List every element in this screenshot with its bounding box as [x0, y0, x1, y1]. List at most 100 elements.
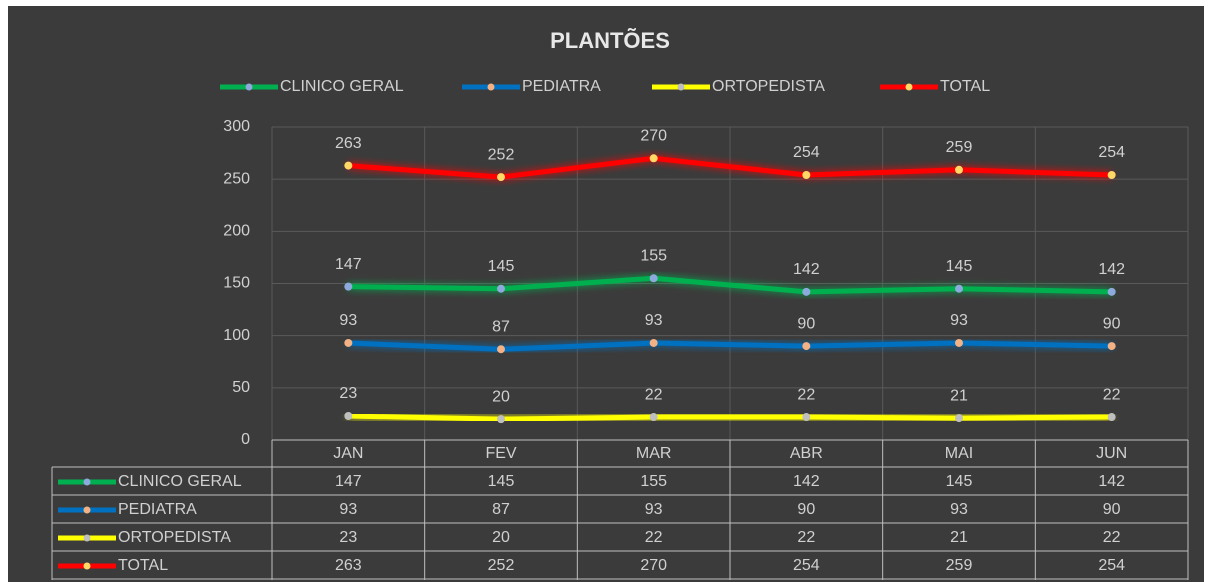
- table-cell: 270: [640, 557, 667, 574]
- legend-marker: [487, 83, 495, 91]
- data-label: 21: [950, 387, 968, 404]
- data-label: 155: [640, 248, 667, 265]
- y-tick-label: 250: [223, 170, 250, 187]
- table-row-label: CLINICO GERAL: [118, 473, 242, 490]
- x-tick-label: FEV: [485, 445, 516, 462]
- y-tick-label: 0: [241, 431, 250, 448]
- table-legend-marker: [83, 562, 91, 570]
- data-label: 147: [335, 256, 362, 273]
- data-label: 270: [640, 128, 667, 145]
- x-tick-label: MAI: [945, 445, 973, 462]
- y-tick-label: 300: [223, 118, 250, 135]
- data-label: 22: [797, 386, 815, 403]
- point-marker: [955, 414, 963, 423]
- legend-marker: [245, 83, 253, 91]
- point-marker: [344, 412, 353, 421]
- legend-marker: [677, 83, 685, 91]
- data-label: 263: [335, 135, 362, 152]
- table-cell: 21: [950, 529, 968, 546]
- data-label: 142: [1098, 261, 1125, 278]
- x-tick-label: JUN: [1096, 445, 1127, 462]
- point-marker: [497, 173, 505, 182]
- table-cell: 145: [946, 473, 973, 490]
- chart-title: PLANTÕES: [550, 28, 670, 53]
- point-marker: [649, 274, 658, 283]
- data-label: 259: [946, 139, 973, 156]
- point-marker: [344, 161, 353, 170]
- point-marker: [344, 282, 353, 291]
- table-cell: 145: [488, 473, 515, 490]
- table-cell: 23: [339, 529, 357, 546]
- table-cell: 22: [1103, 529, 1121, 546]
- table-cell: 22: [645, 529, 663, 546]
- legend-label: ORTOPEDISTA: [712, 78, 825, 95]
- data-label: 254: [793, 144, 820, 161]
- table-cell: 155: [640, 473, 667, 490]
- point-marker: [955, 165, 963, 174]
- table-cell: 142: [793, 473, 820, 490]
- table-cell: 93: [339, 501, 357, 518]
- table-cell: 254: [1098, 557, 1125, 574]
- table-row-label: TOTAL: [118, 557, 168, 574]
- point-marker: [802, 170, 811, 179]
- table-cell: 20: [492, 529, 510, 546]
- legend-label: CLINICO GERAL: [280, 78, 404, 95]
- series-line: [348, 340, 1112, 352]
- point-marker: [497, 415, 505, 424]
- data-label: 145: [488, 258, 515, 275]
- series-line: [348, 275, 1112, 295]
- point-marker: [649, 338, 658, 347]
- chart-background: [8, 6, 1204, 582]
- point-marker: [649, 413, 658, 422]
- series-line: [348, 413, 1112, 422]
- data-label: 22: [1103, 386, 1121, 403]
- table-legend-marker: [83, 478, 91, 486]
- data-label: 23: [339, 385, 357, 402]
- point-marker: [1107, 170, 1116, 179]
- legend-label: PEDIATRA: [522, 78, 601, 95]
- point-marker: [802, 413, 811, 422]
- y-tick-label: 100: [223, 327, 250, 344]
- point-marker: [344, 338, 353, 347]
- x-tick-label: JAN: [333, 445, 363, 462]
- point-marker: [1107, 287, 1116, 296]
- series-line: [348, 155, 1112, 180]
- table-cell: 87: [492, 501, 510, 518]
- table-row-label: ORTOPEDISTA: [118, 529, 231, 546]
- point-marker: [1107, 413, 1116, 422]
- data-label: 93: [950, 312, 968, 329]
- x-tick-label: MAR: [636, 445, 672, 462]
- legend-marker: [905, 83, 913, 91]
- data-label: 252: [488, 146, 515, 163]
- table-cell: 252: [488, 557, 515, 574]
- table-cell: 254: [793, 557, 820, 574]
- legend-label: TOTAL: [940, 78, 990, 95]
- data-label: 22: [645, 386, 663, 403]
- table-cell: 147: [335, 473, 362, 490]
- point-marker: [1107, 342, 1116, 351]
- table-cell: 259: [946, 557, 973, 574]
- point-marker: [497, 284, 505, 293]
- table-cell: 90: [797, 501, 815, 518]
- table-row-label: PEDIATRA: [118, 501, 197, 518]
- x-tick-label: ABR: [790, 445, 823, 462]
- data-label: 254: [1098, 144, 1125, 161]
- data-label: 93: [339, 312, 357, 329]
- point-marker: [955, 338, 963, 347]
- data-label: 87: [492, 318, 510, 335]
- table-cell: 22: [797, 529, 815, 546]
- table-cell: 263: [335, 557, 362, 574]
- table-cell: 142: [1098, 473, 1125, 490]
- table-cell: 93: [950, 501, 968, 518]
- data-label: 145: [946, 258, 973, 275]
- data-label: 90: [1103, 315, 1121, 332]
- table-cell: 90: [1103, 501, 1121, 518]
- data-label: 20: [492, 388, 510, 405]
- table-legend-marker: [83, 534, 91, 542]
- data-label: 93: [645, 312, 663, 329]
- point-marker: [649, 154, 658, 163]
- point-marker: [955, 284, 963, 293]
- table-cell: 93: [645, 501, 663, 518]
- table-legend-marker: [83, 506, 91, 514]
